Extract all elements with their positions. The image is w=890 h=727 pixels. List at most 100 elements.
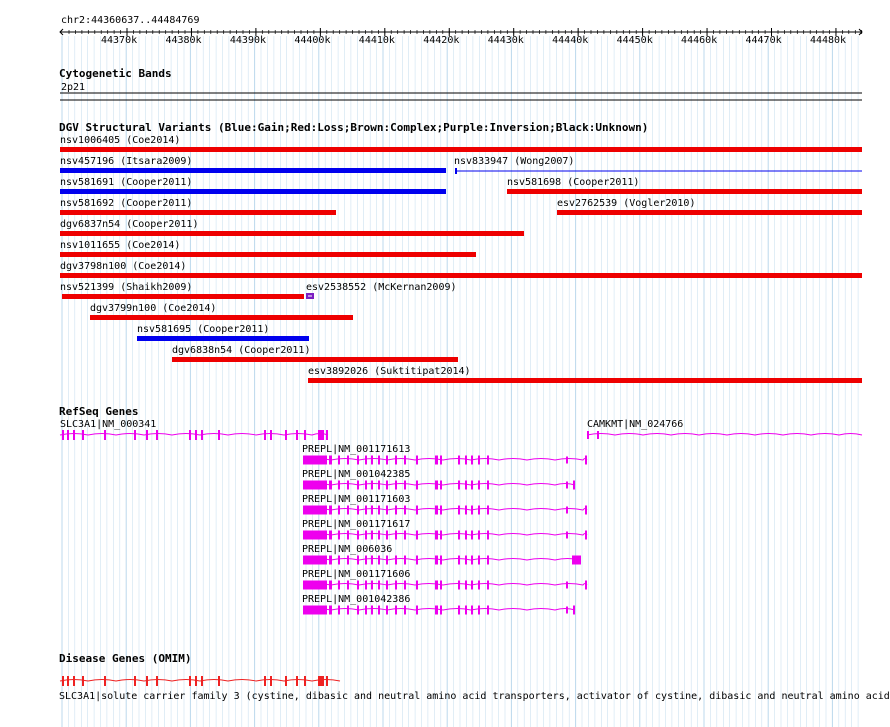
gene-exon[interactable] <box>371 580 373 590</box>
gene-exon[interactable] <box>395 605 397 615</box>
gene-exon[interactable] <box>386 480 388 490</box>
gene-exon[interactable] <box>465 505 467 515</box>
dgv-variant-label[interactable]: esv2762539 (Vogler2010) <box>557 198 696 209</box>
gene-exon[interactable] <box>458 530 460 540</box>
gene-exon[interactable] <box>487 555 489 565</box>
gene-exon[interactable] <box>573 480 575 490</box>
dgv-variant-bar[interactable] <box>60 231 524 236</box>
gene-exon[interactable] <box>585 530 587 540</box>
omim-exon[interactable] <box>104 676 106 686</box>
omim-exon[interactable] <box>134 676 136 686</box>
refseq-gene-label[interactable]: CAMKMT|NM_024766 <box>587 419 684 430</box>
gene-exon[interactable] <box>371 480 373 490</box>
dgv-variant-bar[interactable] <box>60 252 476 257</box>
gene-exon[interactable] <box>365 455 367 465</box>
gene-exon[interactable] <box>357 455 359 465</box>
coordinate-ruler[interactable] <box>59 28 863 36</box>
gene-exon[interactable] <box>365 505 367 515</box>
gene-exon[interactable] <box>378 555 380 565</box>
gene-exon[interactable] <box>585 455 587 465</box>
omim-exon[interactable] <box>146 676 148 686</box>
gene-exon[interactable] <box>572 555 581 565</box>
gene-exon[interactable] <box>566 606 568 614</box>
gene-exon[interactable] <box>357 555 359 565</box>
gene-exon[interactable] <box>416 455 418 465</box>
gene-exon[interactable] <box>395 530 397 540</box>
gene-exon[interactable] <box>156 430 158 440</box>
gene-exon[interactable] <box>329 555 332 565</box>
dgv-variant-bar[interactable] <box>60 189 446 194</box>
gene-exon[interactable] <box>395 455 397 465</box>
gene-exon[interactable] <box>440 505 442 515</box>
dgv-variant-bar[interactable] <box>60 147 862 152</box>
gene-exon[interactable] <box>338 605 340 615</box>
gene-exon[interactable] <box>329 580 332 590</box>
omim-exon[interactable] <box>285 676 287 686</box>
gene-exon[interactable] <box>465 455 467 465</box>
gene-exon[interactable] <box>378 530 380 540</box>
gene-exon[interactable] <box>270 430 272 440</box>
gene-exon[interactable] <box>395 505 397 515</box>
omim-exon[interactable] <box>218 676 220 686</box>
gene-exon[interactable] <box>304 430 306 440</box>
omim-exon[interactable] <box>264 676 266 686</box>
omim-exon[interactable] <box>326 676 328 686</box>
dgv-variant-bar[interactable] <box>60 273 862 278</box>
gene-exon[interactable] <box>371 530 373 540</box>
gene-exon[interactable] <box>285 430 287 440</box>
gene-exon[interactable] <box>338 505 340 515</box>
gene-exon[interactable] <box>465 480 467 490</box>
omim-exon[interactable] <box>62 676 64 686</box>
gene-exon[interactable] <box>318 430 324 440</box>
gene-exon[interactable] <box>357 480 359 490</box>
gene-exon[interactable] <box>365 530 367 540</box>
gene-exon[interactable] <box>338 580 340 590</box>
dgv-variant-label[interactable]: nsv581692 (Cooper2011) <box>60 198 193 209</box>
refseq-gene-label[interactable]: PREPL|NM_001171617 <box>302 519 411 530</box>
gene-exon[interactable] <box>357 580 359 590</box>
gene-exon[interactable] <box>347 455 349 465</box>
gene-exon[interactable] <box>404 530 406 540</box>
gene-exon[interactable] <box>386 605 388 615</box>
dgv-variant-label[interactable]: nsv833947 (Wong2007) <box>454 156 575 167</box>
gene-exon[interactable] <box>378 605 380 615</box>
gene-exon[interactable] <box>487 455 489 465</box>
gene-exon[interactable] <box>440 580 442 590</box>
gene-exon[interactable] <box>329 455 332 465</box>
dgv-variant-label[interactable]: esv2538552 (McKernan2009) <box>306 282 457 293</box>
dgv-variant-bar[interactable] <box>60 168 446 173</box>
omim-exon[interactable] <box>270 676 272 686</box>
gene-exon[interactable] <box>303 605 327 615</box>
gene-exon[interactable] <box>338 530 340 540</box>
gene-exon[interactable] <box>62 430 64 440</box>
gene-exon[interactable] <box>471 505 473 515</box>
dgv-variant-label[interactable]: nsv1006405 (Coe2014) <box>60 135 181 146</box>
omim-track-title[interactable]: Disease Genes (OMIM) <box>59 652 192 665</box>
gene-exon[interactable] <box>195 430 197 440</box>
gene-exon[interactable] <box>73 430 75 440</box>
gene-exon[interactable] <box>395 555 397 565</box>
dgv-variant-label[interactable]: dgv6837n54 (Cooper2011) <box>60 219 199 230</box>
omim-exon[interactable] <box>296 676 298 686</box>
gene-exon[interactable] <box>338 455 340 465</box>
dgv-variant-label[interactable]: esv3892026 (Suktitipat2014) <box>308 366 471 377</box>
gene-exon[interactable] <box>378 455 380 465</box>
gene-exon[interactable] <box>566 481 568 489</box>
gene-exon[interactable] <box>303 555 327 565</box>
cytoband-track-title[interactable]: Cytogenetic Bands <box>59 67 172 80</box>
gene-exon[interactable] <box>378 480 380 490</box>
refseq-gene-label[interactable]: PREPL|NM_001171606 <box>302 569 411 580</box>
gene-exon[interactable] <box>365 580 367 590</box>
gene-exon[interactable] <box>440 605 442 615</box>
gene-exon[interactable] <box>404 580 406 590</box>
gene-exon[interactable] <box>478 505 480 515</box>
gene-exon[interactable] <box>458 480 460 490</box>
omim-exon[interactable] <box>73 676 75 686</box>
gene-exon[interactable] <box>404 505 406 515</box>
gene-exon[interactable] <box>585 580 587 590</box>
gene-exon[interactable] <box>386 555 388 565</box>
dgv-variant-bar[interactable] <box>62 294 304 299</box>
omim-exon[interactable] <box>304 676 306 686</box>
gene-exon[interactable] <box>329 605 332 615</box>
omim-exon[interactable] <box>189 676 191 686</box>
